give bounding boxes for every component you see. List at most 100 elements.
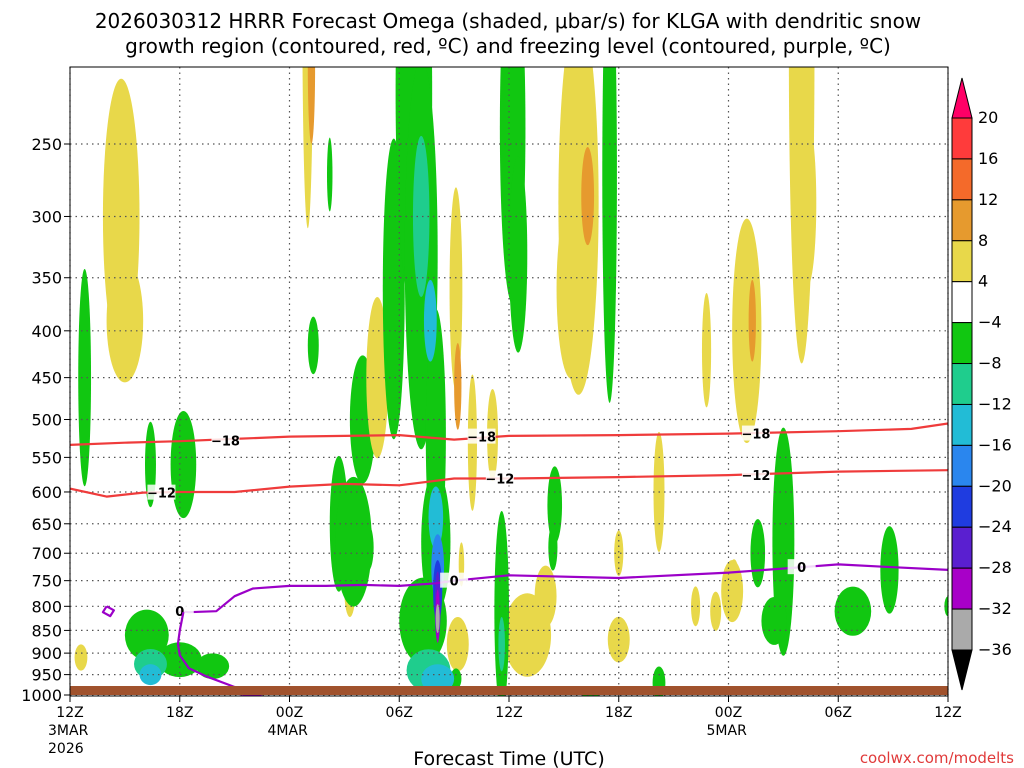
colorbar-segment [951, 485, 973, 528]
x-axis-title: Forecast Time (UTC) [413, 748, 604, 768]
y-tick-label: 450 [31, 369, 62, 388]
colorbar-segment [951, 403, 973, 446]
x-tick-label: 12Z [934, 705, 961, 721]
colorbar-segment [951, 240, 973, 283]
colorbar-segment [951, 281, 973, 324]
omega-blob [834, 586, 872, 636]
omega-blob [428, 486, 444, 549]
colorbar-label: 4 [978, 272, 988, 291]
chart-title-line-2: growth region (contoured, red, ºC) and f… [125, 34, 891, 58]
y-tick-label: 400 [31, 322, 62, 341]
colorbar-label: −16 [978, 435, 1012, 454]
x-tick-date: 3MAR [48, 723, 89, 739]
contour-label-bg [467, 428, 496, 444]
omega-blob [454, 342, 462, 430]
omega-blob [494, 511, 509, 696]
y-tick-label: 900 [31, 644, 62, 663]
omega-blob [534, 565, 557, 627]
omega-blob [548, 524, 558, 571]
omega-blob [412, 135, 430, 298]
chart-title-line-1: 2026030312 HRRR Forecast Omega (shaded, … [95, 9, 921, 33]
omega-blob [508, 156, 528, 353]
colorbar-segment [951, 117, 973, 160]
contour-red-line [70, 422, 948, 446]
omega-blob [449, 187, 463, 391]
contour-purple-line [271, 697, 297, 699]
x-tick-label: 00Z [276, 705, 303, 721]
omega-blob [435, 604, 440, 633]
colorbar-label: −32 [978, 599, 1012, 618]
omega-blob [944, 596, 948, 617]
colorbar-top-arrow [951, 77, 973, 119]
omega-blob [423, 279, 437, 362]
contour-label-bg [485, 470, 514, 486]
x-tick-label: 18Z [605, 705, 632, 721]
contour-label: −18 [211, 434, 240, 449]
y-tick-label: 600 [31, 483, 62, 502]
x-tick-label: 18Z [166, 705, 193, 721]
y-tick-label: 650 [31, 515, 62, 534]
omega-blob [326, 137, 333, 212]
colorbar-label: 12 [978, 190, 998, 209]
ground-bar [70, 686, 948, 695]
omega-blob [366, 297, 389, 459]
contour-label: 0 [450, 575, 459, 590]
omega-blob [701, 293, 712, 408]
colorbar-segment [951, 322, 973, 365]
x-tick-label: 12Z [56, 705, 83, 721]
x-tick-date: 5MAR [707, 723, 748, 739]
x-tick-year: 2026 [48, 741, 84, 757]
omega-blob [307, 316, 319, 375]
y-tick-label: 350 [31, 269, 62, 288]
colorbar-label: −4 [978, 313, 1002, 332]
omega-blob [450, 668, 462, 690]
contour-label: −12 [147, 487, 176, 502]
contour-label-bg [211, 432, 240, 448]
y-tick-label: 850 [31, 621, 62, 640]
omega-blob [78, 269, 92, 487]
omega-blob [880, 526, 899, 614]
colorbar-label: −28 [978, 558, 1012, 577]
contour-label-bg [741, 467, 770, 483]
contour-label-bg [147, 484, 176, 500]
omega-blob [556, 199, 586, 379]
colorbar-label: 16 [978, 149, 998, 168]
credit-text: coolwx.com/modelts [860, 749, 1014, 767]
contour-label: 0 [175, 605, 184, 620]
contour-purple-line [176, 611, 263, 695]
y-tick-label: 250 [31, 135, 62, 154]
omega-blob [748, 279, 756, 362]
omega-blob [498, 617, 505, 672]
y-tick-label: 700 [31, 544, 62, 563]
omega-blob [761, 596, 788, 645]
colorbar-segment [951, 158, 973, 201]
omega-blob [170, 410, 197, 519]
contour-label-bg [165, 603, 194, 619]
y-tick-label: 750 [31, 572, 62, 591]
plot-area: −18 −18 −18 −12 −12 −12 0 0 0 [69, 66, 949, 699]
omega-blob [581, 147, 595, 246]
colorbar-label: −12 [978, 394, 1012, 413]
x-tick-label: 06Z [386, 705, 413, 721]
y-axis: 250 300 350 400 450 500 550 600 650 700 750 800 850 9… [21, 135, 70, 705]
contour-label-bg [787, 559, 816, 575]
y-tick-label: 1000 [21, 686, 62, 705]
omega-blob [614, 530, 624, 576]
colorbar-label: −24 [978, 517, 1012, 536]
omega-blob [74, 644, 88, 671]
colorbar-label: −8 [978, 354, 1002, 373]
omega-blob [446, 617, 469, 672]
omega-blob [729, 559, 739, 592]
omega-blob [547, 466, 563, 544]
colorbar-segment [951, 608, 973, 651]
omega-shading [74, 67, 948, 696]
colorbar-segment [951, 567, 973, 610]
omega-blob [196, 653, 230, 679]
x-tick-label: 00Z [715, 705, 742, 721]
omega-blob [106, 259, 144, 383]
contour-label: −18 [741, 428, 770, 443]
contours: −18 −18 −18 −12 −12 −12 0 0 0 [70, 422, 948, 699]
x-tick-label: 12Z [495, 705, 522, 721]
colorbar: 20 16 12 8 4 −4 −8 −12 −16 −20 −24 −28 −32 −36 [951, 77, 1012, 691]
